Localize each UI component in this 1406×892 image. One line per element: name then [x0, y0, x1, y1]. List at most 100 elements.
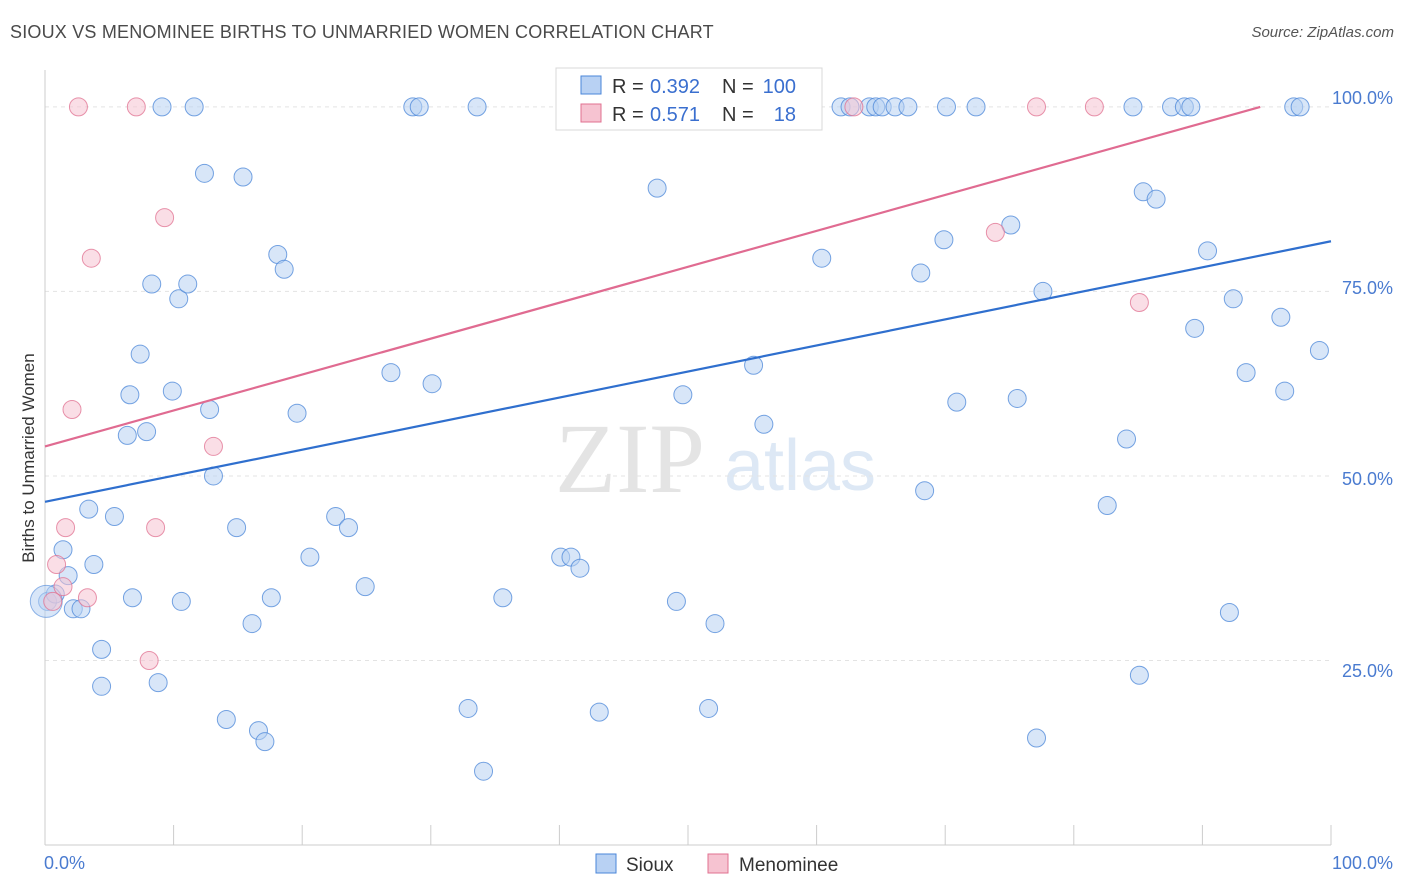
- menominee-point-16: [1084, 97, 1104, 117]
- sioux-point-27: [216, 710, 236, 730]
- sioux-point-45: [458, 698, 478, 718]
- menominee-points: [43, 97, 1149, 670]
- sioux-point-82: [1097, 495, 1117, 515]
- sioux-point-90: [1181, 97, 1201, 117]
- sioux-point-6: [79, 499, 99, 519]
- menominee-point-11: [155, 208, 175, 228]
- chart-title: SIOUX VS MENOMINEE BIRTHS TO UNMARRIED W…: [10, 22, 714, 42]
- sioux-point-48: [493, 588, 513, 608]
- sioux-point-24: [194, 163, 214, 183]
- menominee-point-5: [68, 97, 88, 117]
- sioux-point-61: [744, 355, 764, 375]
- sioux-point-15: [137, 422, 157, 442]
- legend-n-value-menominee: 18: [774, 104, 796, 126]
- bottom-legend-swatch-menominee: [707, 853, 729, 874]
- sioux-point-73: [915, 481, 935, 501]
- sioux-point-41: [381, 363, 401, 383]
- watermark-atlas: atlas: [724, 426, 876, 506]
- x-tick-label-100: 100.0%: [1332, 853, 1393, 873]
- x-ticks: [44, 825, 1332, 845]
- trend-lines: [44, 105, 1332, 503]
- sioux-point-55: [647, 178, 667, 198]
- sioux-point-93: [1219, 603, 1239, 622]
- sioux-trend-line: [44, 240, 1332, 503]
- menominee-trend-line: [44, 105, 1261, 448]
- sioux-point-10: [104, 507, 124, 527]
- sioux-point-29: [233, 167, 253, 187]
- menominee-point-9: [139, 650, 159, 670]
- menominee-point-7: [81, 248, 101, 268]
- legend-n-value-sioux: 100: [763, 76, 796, 98]
- menominee-point-4: [62, 400, 82, 420]
- sioux-point-33: [261, 588, 281, 608]
- sioux-point-46: [467, 97, 487, 117]
- sioux-point-64: [812, 248, 832, 268]
- sioux-point-100: [1309, 340, 1329, 360]
- sioux-point-28: [227, 518, 247, 538]
- sioux-point-43: [409, 97, 429, 117]
- sioux-point-37: [300, 547, 320, 567]
- sioux-point-84: [1123, 97, 1143, 117]
- menominee-point-13: [844, 97, 864, 117]
- sioux-point-58: [673, 385, 693, 405]
- sioux-point-22: [178, 274, 198, 294]
- menominee-point-6: [77, 588, 97, 608]
- sioux-point-62: [754, 414, 774, 434]
- watermark-zip: ZIP: [555, 403, 705, 514]
- menominee-point-8: [126, 97, 146, 117]
- menominee-point-0: [43, 591, 63, 611]
- menominee-point-14: [985, 222, 1005, 242]
- sioux-point-39: [338, 518, 358, 538]
- sioux-point-21: [171, 591, 191, 611]
- sioux-point-57: [666, 591, 686, 611]
- y-tick-label-75: 75.0%: [1342, 278, 1393, 298]
- sioux-point-79: [1007, 388, 1027, 408]
- sioux-point-32: [255, 732, 275, 752]
- sioux-point-18: [152, 97, 172, 117]
- sioux-point-20: [169, 289, 189, 309]
- menominee-point-15: [1027, 97, 1047, 117]
- series-legend: Sioux Menominee: [595, 853, 838, 876]
- sioux-point-14: [130, 344, 150, 364]
- sioux-point-76: [947, 392, 967, 412]
- menominee-point-17: [1129, 293, 1149, 312]
- sioux-point-40: [355, 577, 375, 597]
- sioux-point-95: [1236, 363, 1256, 383]
- legend-swatch-sioux: [580, 75, 602, 95]
- menominee-point-10: [146, 518, 166, 538]
- legend-r-label-sioux: R =: [612, 76, 644, 98]
- sioux-point-74: [934, 230, 954, 250]
- sioux-point-99: [1290, 97, 1310, 117]
- y-tick-label-25: 25.0%: [1342, 661, 1393, 681]
- y-tick-label-50: 50.0%: [1342, 469, 1393, 489]
- sioux-point-83: [1117, 429, 1137, 449]
- sioux-point-59: [699, 698, 719, 718]
- sioux-point-60: [705, 614, 725, 634]
- sioux-point-85: [1129, 665, 1149, 685]
- sioux-point-51: [570, 558, 590, 578]
- sioux-point-78: [1001, 215, 1021, 235]
- sioux-point-17: [148, 673, 168, 693]
- sioux-point-72: [911, 263, 931, 283]
- y-axis-label: Births to Unmarried Women: [19, 353, 38, 562]
- sioux-point-9: [92, 676, 112, 696]
- sioux-point-12: [120, 385, 140, 405]
- stats-legend: R = 0.392 N = 100 R = 0.571 N = 18: [555, 67, 823, 131]
- legend-r-label-menominee: R =: [612, 104, 644, 126]
- legend-n-label-sioux: N =: [722, 76, 754, 98]
- sioux-point-80: [1027, 728, 1047, 748]
- sioux-point-16: [142, 274, 162, 294]
- sioux-point-30: [242, 614, 262, 634]
- legend-n-label-menominee: N =: [722, 104, 754, 126]
- sioux-point-44: [422, 374, 442, 394]
- sioux-point-35: [274, 259, 294, 279]
- legend-r-value-menominee: 0.571: [650, 104, 700, 126]
- sioux-point-91: [1185, 318, 1205, 338]
- sioux-point-47: [474, 761, 494, 781]
- source-credit: Source: ZipAtlas.com: [1251, 24, 1394, 41]
- sioux-point-11: [117, 425, 137, 445]
- sioux-point-96: [1271, 307, 1291, 327]
- sioux-point-87: [1146, 189, 1166, 209]
- sioux-point-36: [287, 403, 307, 423]
- y-tick-label-100: 100.0%: [1332, 88, 1393, 108]
